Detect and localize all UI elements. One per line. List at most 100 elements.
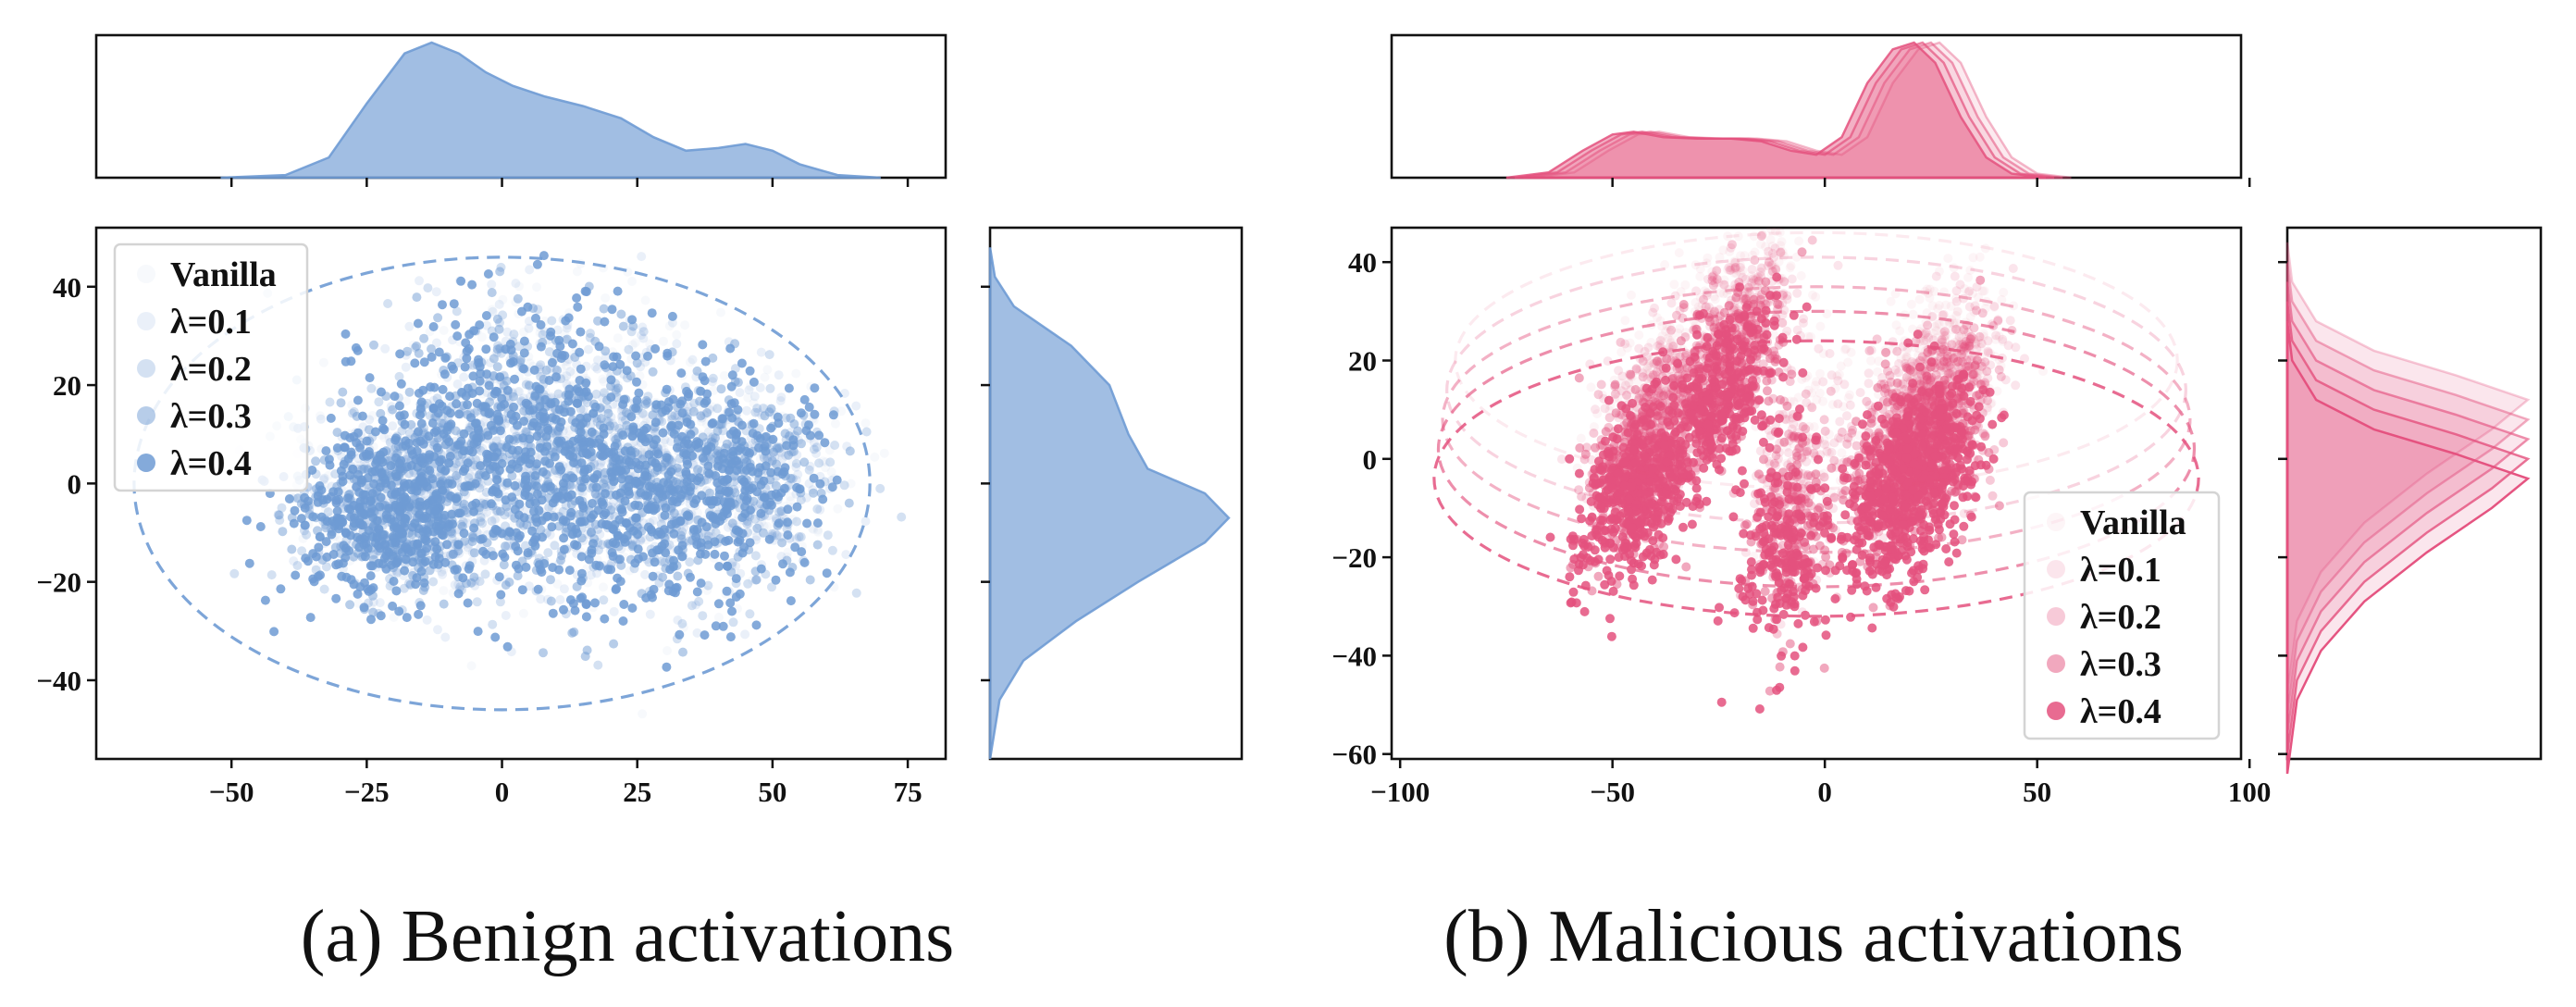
data-point <box>367 489 378 499</box>
data-point <box>372 533 382 543</box>
data-point <box>599 582 608 592</box>
data-point <box>316 411 325 421</box>
data-point <box>316 414 326 424</box>
legend-label: Vanilla <box>170 255 277 294</box>
data-point <box>562 371 572 381</box>
data-point <box>1598 391 1608 400</box>
data-point <box>312 562 321 572</box>
data-point <box>613 530 624 541</box>
data-point <box>532 282 541 292</box>
data-point <box>509 402 518 412</box>
data-point <box>366 383 377 393</box>
data-point <box>584 344 593 354</box>
data-point <box>523 548 533 558</box>
data-point <box>535 328 545 338</box>
data-point <box>1803 331 1814 342</box>
data-point <box>378 447 389 457</box>
data-point <box>1703 253 1713 263</box>
data-point <box>333 487 343 497</box>
data-point <box>594 342 604 352</box>
data-point <box>723 498 733 508</box>
data-point <box>375 598 385 608</box>
data-point <box>824 445 835 455</box>
data-point <box>1731 268 1741 279</box>
data-point <box>443 479 453 489</box>
data-point <box>759 492 769 503</box>
data-point <box>688 525 699 534</box>
data-point <box>790 542 800 553</box>
scatter-points <box>1432 196 2200 714</box>
data-point <box>649 440 659 450</box>
data-point <box>1728 264 1738 274</box>
data-point <box>433 313 443 323</box>
data-point <box>1776 248 1786 258</box>
data-point <box>1801 196 1810 205</box>
data-point <box>648 410 658 420</box>
data-point <box>613 286 623 296</box>
data-point <box>791 458 801 468</box>
data-point <box>340 442 350 453</box>
data-point <box>683 439 693 449</box>
data-point <box>428 577 439 587</box>
data-point <box>735 388 745 398</box>
data-point <box>1839 344 1850 354</box>
data-point <box>440 632 451 642</box>
data-point <box>459 429 469 439</box>
data-point <box>696 411 706 421</box>
data-point <box>647 504 657 514</box>
data-point <box>600 317 610 327</box>
data-point <box>452 471 462 480</box>
data-point <box>374 397 384 407</box>
data-point <box>302 529 312 540</box>
data-point <box>674 420 684 430</box>
data-point <box>703 540 713 550</box>
data-point <box>769 447 778 457</box>
data-point <box>456 276 466 286</box>
data-point <box>494 299 504 309</box>
data-point <box>1631 392 1641 402</box>
data-point <box>536 320 546 329</box>
data-point <box>360 552 370 562</box>
data-point <box>578 503 588 513</box>
data-point <box>700 356 711 367</box>
data-point <box>519 513 529 523</box>
data-point <box>436 464 446 474</box>
data-point <box>671 477 681 487</box>
data-point <box>244 558 254 568</box>
data-point <box>766 404 776 414</box>
data-point <box>643 351 652 361</box>
data-point <box>725 343 736 354</box>
data-point <box>543 548 553 558</box>
data-point <box>489 332 499 342</box>
data-point <box>1654 336 1665 346</box>
data-point <box>601 293 611 303</box>
data-point <box>1839 402 1849 412</box>
data-point <box>677 541 687 551</box>
scatter-plot <box>1432 196 2200 714</box>
data-point <box>1616 347 1627 357</box>
data-point <box>467 501 477 510</box>
data-point <box>438 569 448 579</box>
data-point <box>433 408 443 418</box>
data-point <box>692 587 702 597</box>
data-point <box>1738 266 1748 276</box>
data-point <box>650 557 660 567</box>
data-point <box>685 357 695 367</box>
data-point <box>698 340 708 350</box>
data-point <box>346 356 356 367</box>
data-point <box>418 527 428 537</box>
data-point <box>1722 289 1732 299</box>
data-point <box>305 613 316 623</box>
data-point <box>627 460 637 470</box>
scatter-plot <box>132 251 907 719</box>
data-point <box>1746 278 1756 288</box>
data-point <box>609 606 619 616</box>
data-point <box>820 438 830 448</box>
data-point <box>544 376 554 385</box>
data-point <box>689 499 700 508</box>
data-point <box>505 528 515 538</box>
marginal-x-density <box>220 41 881 180</box>
data-point <box>340 430 350 441</box>
data-point <box>440 369 450 379</box>
data-point <box>518 327 528 337</box>
